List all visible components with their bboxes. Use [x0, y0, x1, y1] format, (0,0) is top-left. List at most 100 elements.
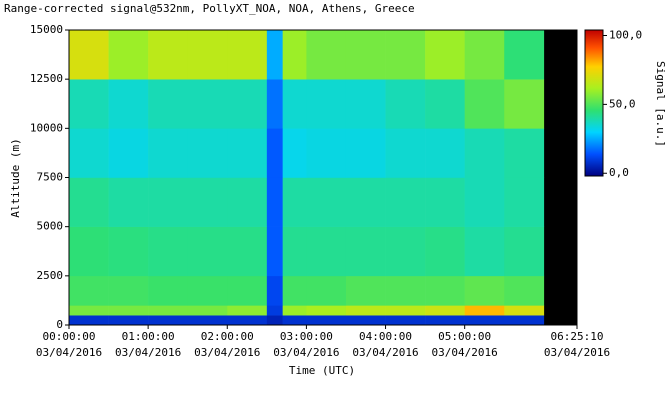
heatmap-cell: [69, 226, 109, 277]
heatmap-cell: [306, 79, 347, 129]
heatmap-cell: [148, 226, 189, 277]
heatmap-cell: [108, 315, 149, 326]
heatmap-cell: [148, 177, 189, 227]
x-tick-date: 03/04/2016: [36, 346, 102, 359]
heatmap-cell: [187, 305, 228, 316]
x-tick-date: 03/04/2016: [273, 346, 339, 359]
x-tick-label: 04:00:00: [359, 330, 412, 343]
heatmap-cell: [425, 177, 465, 227]
heatmap-cell: [227, 275, 268, 306]
x-tick-label: 00:00:00: [43, 330, 96, 343]
heatmap-cell: [345, 177, 386, 227]
heatmap-cell: [504, 226, 545, 277]
heatmap-cell: [306, 275, 347, 306]
y-tick-label: 7500: [37, 171, 64, 184]
heatmap-cell: [345, 275, 386, 306]
heatmap-cell: [227, 79, 268, 129]
heatmap-cell: [306, 177, 347, 227]
heatmap-cell: [504, 128, 545, 178]
heatmap-cell: [306, 30, 347, 80]
heatmap-cell: [385, 305, 426, 316]
heatmap-cell: [227, 177, 268, 227]
heatmap-cell: [385, 128, 426, 178]
x-tick-label: 06:25:10: [551, 330, 604, 343]
heatmap-cell: [266, 30, 283, 80]
heatmap-cell: [282, 305, 307, 316]
heatmap-cell: [69, 79, 109, 129]
heatmap-cell: [464, 226, 505, 277]
heatmap-cell: [464, 315, 505, 326]
heatmap-cell: [227, 315, 268, 326]
heatmap-cell: [425, 315, 465, 326]
heatmap-cell: [69, 30, 109, 80]
heatmap-cell: [227, 128, 268, 178]
heatmap-cell: [108, 128, 149, 178]
heatmap-cell: [148, 30, 189, 80]
y-tick-label: 0: [56, 318, 63, 331]
heatmap-cell: [227, 305, 268, 316]
x-tick-label: 03:00:00: [280, 330, 333, 343]
heatmap-cell: [464, 30, 505, 80]
heatmap-cell: [227, 226, 268, 277]
heatmap-cell: [345, 315, 386, 326]
heatmap-cell: [187, 275, 228, 306]
heatmap-cell: [306, 128, 347, 178]
x-tick-date: 03/04/2016: [544, 346, 610, 359]
heatmap-cell: [425, 30, 465, 80]
heatmap-cell: [345, 226, 386, 277]
y-tick-label: 2500: [37, 269, 64, 282]
heatmap-cell: [69, 275, 109, 306]
x-axis-label: Time (UTC): [289, 364, 355, 377]
y-axis-label: Altitude (m): [9, 138, 22, 217]
heatmap-cell: [148, 79, 189, 129]
colorbar: [584, 29, 604, 177]
heatmap-cell: [227, 30, 268, 80]
heatmap-cell: [266, 79, 283, 129]
heatmap-cell: [306, 305, 347, 316]
x-tick-date: 03/04/2016: [194, 346, 260, 359]
heatmap-cell: [504, 305, 545, 316]
heatmap-cell: [464, 177, 505, 227]
heatmap-cell: [385, 30, 426, 80]
heatmap-cell: [187, 177, 228, 227]
heatmap-cell: [345, 128, 386, 178]
heatmap-cell: [345, 79, 386, 129]
heatmap-cell: [425, 226, 465, 277]
heatmap-cell: [504, 79, 545, 129]
heatmap-cell: [108, 305, 149, 316]
heatmap-cell: [266, 315, 283, 326]
heatmap-cell: [282, 128, 307, 178]
heatmap-cell: [108, 177, 149, 227]
heatmap-cell: [266, 226, 283, 277]
heatmap-cell: [425, 128, 465, 178]
heatmap-cell: [282, 177, 307, 227]
heatmap-cell: [504, 30, 545, 80]
heatmap-cell: [108, 275, 149, 306]
heatmap-cell: [282, 315, 307, 326]
heatmap-cell: [504, 275, 545, 306]
colorbar-label: Signal [a.u.]: [654, 61, 667, 147]
heatmap-cell: [464, 128, 505, 178]
x-tick-date: 03/04/2016: [352, 346, 418, 359]
heatmap-cell: [306, 226, 347, 277]
heatmap-cell: [425, 275, 465, 306]
colorbar-tick-label: 0,0: [609, 166, 629, 179]
x-tick-label: 01:00:00: [122, 330, 175, 343]
heatmap-cell: [187, 128, 228, 178]
heatmap-cell: [108, 79, 149, 129]
heatmap-cell: [345, 30, 386, 80]
heatmap-cell: [148, 275, 189, 306]
heatmap-cell: [187, 79, 228, 129]
heatmap-cell: [69, 315, 109, 326]
heatmap-cell: [69, 305, 109, 316]
x-tick-date: 03/04/2016: [115, 346, 181, 359]
chart-title: Range-corrected signal@532nm, PollyXT_NO…: [4, 2, 415, 15]
x-tick-label: 05:00:00: [438, 330, 491, 343]
heatmap-cell: [266, 275, 283, 306]
heatmap-cell: [425, 79, 465, 129]
heatmap-cell: [266, 177, 283, 227]
heatmap-cell: [464, 275, 505, 306]
heatmap-cell: [385, 275, 426, 306]
